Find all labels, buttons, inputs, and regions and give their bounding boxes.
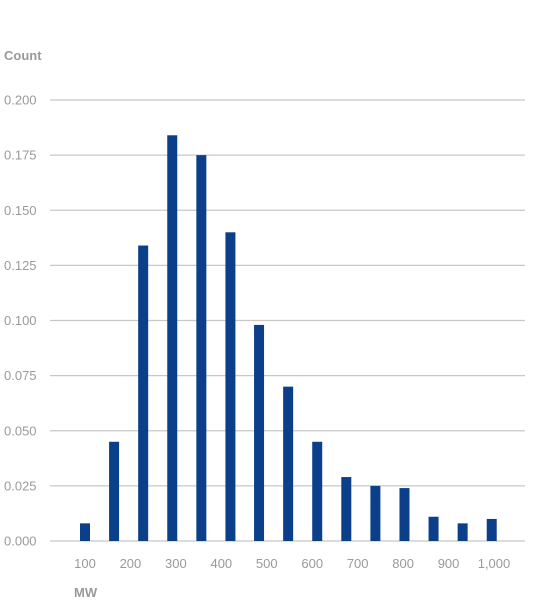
histogram-bar <box>109 441 120 541</box>
y-tick-label: 0.150 <box>4 203 37 218</box>
x-axis-label: MW <box>74 585 98 600</box>
histogram-bar <box>486 518 497 541</box>
histogram-bar <box>341 477 352 541</box>
x-tick-label: 500 <box>256 556 278 571</box>
x-tick-label: 1,000 <box>478 556 511 571</box>
y-tick-label: 0.125 <box>4 258 37 273</box>
histogram-bar <box>225 232 236 542</box>
histogram-bar <box>138 245 149 541</box>
histogram-bar <box>399 488 410 541</box>
x-tick-label: 700 <box>347 556 369 571</box>
y-tick-label: 0.175 <box>4 148 37 163</box>
y-tick-label: 0.075 <box>4 368 37 383</box>
y-tick-label: 0.050 <box>4 423 37 438</box>
x-tick-label: 200 <box>120 556 142 571</box>
histogram-bar <box>283 386 294 541</box>
histogram-bar <box>167 135 178 541</box>
histogram-bar <box>80 523 90 541</box>
bars <box>80 135 497 542</box>
y-tick-label: 0.200 <box>4 93 37 108</box>
histogram-bar <box>370 485 381 541</box>
y-tick-label: 0.100 <box>4 313 37 328</box>
x-tick-label: 300 <box>165 556 187 571</box>
histogram-bar <box>196 155 207 541</box>
gridlines <box>50 99 525 542</box>
x-tick-label: 100 <box>74 556 96 571</box>
x-tick-labels: 100 200 300 400 500 600 700 800 900 1,000 <box>74 556 510 571</box>
y-tick-labels: 0.000 0.025 0.050 0.075 0.100 0.125 0.150 0.175… <box>4 93 37 549</box>
x-tick-label: 800 <box>392 556 414 571</box>
y-axis-label: Count <box>4 48 42 63</box>
histogram-bar <box>254 324 265 541</box>
y-tick-label: 0.000 <box>4 534 37 549</box>
histogram-bar <box>457 523 468 541</box>
y-tick-label: 0.025 <box>4 478 37 493</box>
x-tick-label: 900 <box>438 556 460 571</box>
x-tick-label: 400 <box>210 556 232 571</box>
x-tick-label: 600 <box>301 556 323 571</box>
histogram-bar <box>428 516 439 541</box>
histogram-bar <box>312 441 323 541</box>
